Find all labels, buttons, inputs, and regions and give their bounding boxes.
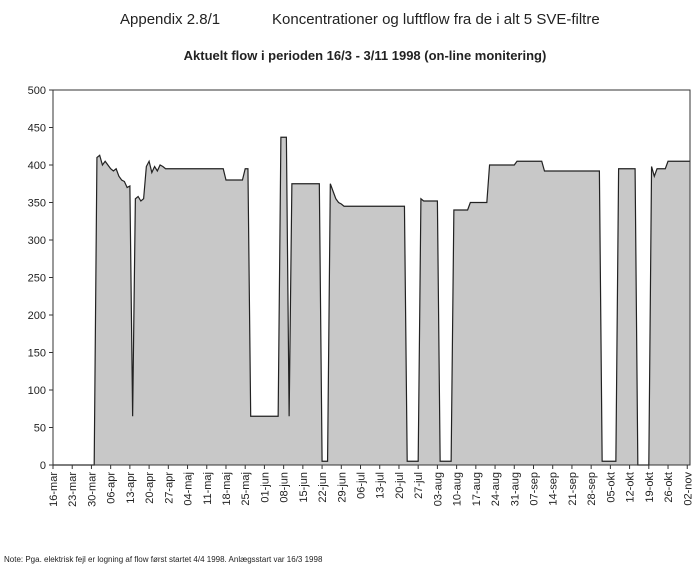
area (53, 137, 690, 465)
y-tick-label: 0 (40, 460, 46, 472)
x-tick-label: 04-maj (183, 472, 195, 506)
y-tick-label: 350 (28, 198, 46, 210)
x-tick-label: 13-jul (375, 472, 387, 499)
note: Note: Pga. elektrisk fejl er logning af … (4, 555, 323, 564)
y-tick-label: 100 (28, 385, 46, 397)
x-tick-label: 22-jun (317, 472, 329, 503)
x-tick-label: 03-aug (432, 472, 444, 506)
appendix-label: Appendix 2.8/1 (120, 11, 220, 28)
x-tick-label: 02-nov (682, 472, 694, 506)
y-tick-label: 300 (28, 235, 46, 247)
line (53, 136, 690, 466)
x-tick-label: 23-mar (67, 472, 79, 507)
x-tick-label: 18-maj (221, 472, 233, 506)
y-tick-label: 500 (28, 85, 46, 97)
x-tick-label: 06-jul (356, 472, 368, 499)
x-tick-label: 21-sep (567, 472, 579, 506)
x-tick-label: 31-aug (509, 472, 521, 506)
y-tick-label: 250 (28, 273, 46, 285)
x-tick-label: 05-okt (605, 472, 617, 503)
x-tick-label: 11-maj (202, 472, 214, 505)
x-tick-label: 01-jun (259, 472, 271, 503)
x-tick-label: 13-apr (125, 472, 137, 504)
x-tick-label: 06-apr (106, 472, 118, 504)
y-tick-label: 150 (28, 348, 46, 360)
x-tick-label: 25-maj (240, 472, 252, 506)
y-tick-label: 50 (34, 423, 46, 435)
x-tick-label: 10-aug (452, 472, 464, 506)
y-tick-label: 200 (28, 310, 46, 322)
x-tick-label: 26-okt (663, 472, 675, 503)
x-tick-label: 24-aug (490, 472, 502, 506)
x-tick-label: 27-jul (413, 472, 425, 499)
x-tick-label: 27-apr (163, 472, 175, 504)
x-tick-label: 17-aug (471, 472, 483, 506)
x-tick-label: 20-apr (144, 472, 156, 504)
x-tick-label: 19-okt (644, 472, 656, 503)
x-tick-label: 29-jun (336, 472, 348, 503)
x-tick-label: 14-sep (548, 472, 560, 506)
x-tick-label: 12-okt (625, 472, 637, 503)
y-tick-label: 400 (28, 160, 46, 172)
x-tick-label: 30-mar (86, 472, 98, 507)
page-title: Koncentrationer og luftflow fra de i alt… (272, 11, 600, 28)
x-tick-label: 28-sep (586, 472, 598, 506)
x-tick-label: 15-jun (298, 472, 310, 503)
y-tick-label: 450 (28, 123, 46, 135)
x-tick-label: 16-mar (48, 472, 60, 507)
chart-title: Aktuelt flow i perioden 16/3 - 3/11 1998… (184, 48, 547, 63)
x-tick-label: 07-sep (528, 472, 540, 506)
x-tick-label: 08-jun (279, 472, 291, 503)
x-tick-label: 20-jul (394, 472, 406, 499)
